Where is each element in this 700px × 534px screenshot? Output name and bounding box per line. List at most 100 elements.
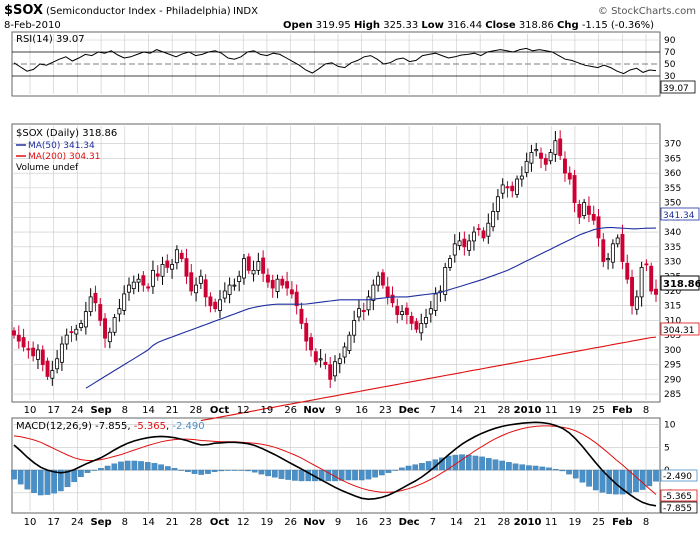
candle-body [491, 211, 496, 228]
candle-body [347, 334, 352, 351]
macd-histogram-bar [17, 469, 24, 485]
macd-histogram-bar [606, 469, 613, 494]
macd-line-badge: -7.855 [660, 501, 698, 514]
x-axis-label-bottom: 21 [166, 517, 179, 528]
x-axis-label-top: 12 [237, 405, 250, 416]
x-axis-label-top: Sep [90, 405, 111, 416]
macd-histogram-bar [164, 466, 171, 471]
x-axis-label-bottom: 28 [189, 517, 202, 528]
candle-body [356, 308, 361, 318]
macd-histogram-bar [546, 467, 552, 471]
macd-line [13, 421, 657, 507]
candle-body [285, 281, 290, 289]
candle-body [400, 311, 405, 315]
x-axis-label-top: 8 [643, 405, 649, 416]
candle-body [117, 308, 122, 315]
candle-body [534, 149, 539, 152]
candle-body [395, 305, 400, 315]
candle-body [625, 262, 630, 280]
macd-histogram-bar [178, 469, 185, 471]
rsi-line [13, 47, 657, 75]
macd-histogram-bar [425, 461, 432, 471]
x-axis-label-bottom: 19 [569, 517, 582, 528]
open-value: 319.95 [316, 20, 351, 31]
candle-body [596, 216, 601, 239]
x-axis-label-bottom: 8 [122, 517, 128, 528]
candle-body [136, 278, 141, 283]
candle-body [40, 349, 45, 366]
macd-histogram-bar [512, 463, 519, 471]
candle-body [208, 296, 213, 307]
macd-histogram-bar [639, 469, 646, 490]
candle-body [563, 158, 567, 174]
macd-histogram-bar [653, 469, 659, 482]
candle-body [98, 304, 103, 321]
candle-body [558, 138, 563, 156]
candle-body [543, 158, 548, 165]
candle-body [83, 311, 88, 328]
candle-body [342, 346, 347, 358]
candle-body [179, 252, 184, 259]
macd-histogram-bar [492, 459, 499, 471]
rsi-tick-label: 70 [664, 48, 676, 58]
candle-body [586, 205, 591, 215]
chart-symbol: $SOX [4, 3, 43, 18]
macd-histogram-bar [91, 469, 98, 471]
x-axis-label-top: Dec [399, 405, 420, 416]
candle-body [654, 288, 658, 295]
macd-histogram-bar [479, 456, 485, 471]
candle-body [428, 308, 433, 315]
x-axis-label-top: 7 [430, 405, 436, 416]
macd-histogram-bar [124, 460, 131, 471]
macd-histogram-bar [392, 469, 399, 471]
x-axis-label-top: 19 [569, 405, 582, 416]
candle-body [495, 196, 500, 212]
candle-body [304, 322, 309, 342]
candle-body [218, 299, 222, 311]
candle-body [59, 343, 64, 363]
macd-histogram-bar [98, 468, 104, 471]
macd-histogram-bar [251, 469, 258, 473]
macd-histogram-bar [205, 469, 211, 474]
x-axis-label-bottom: 14 [450, 517, 463, 528]
macd-histogram-bar [566, 469, 572, 475]
macd-legend: MACD(12,26,9) -7.855, -5.365, -2.490 [16, 421, 205, 432]
rsi-tick-label: 50 [664, 60, 676, 70]
candle-body [227, 284, 232, 295]
macd-histogram-bar [218, 469, 225, 472]
candle-body [93, 292, 98, 304]
candle-body [323, 361, 328, 366]
chg-value: -1.15 (-0.36%) [582, 20, 654, 31]
macd-histogram-bar [539, 466, 546, 471]
candle-body [141, 275, 146, 286]
candle-body [16, 334, 21, 342]
candle-body [318, 358, 323, 361]
macd-histogram-bar [225, 469, 231, 471]
candle-body [630, 277, 635, 307]
macd-signal-badge-text: -5.365 [663, 492, 692, 502]
candle-body [361, 310, 366, 313]
candle-body [160, 264, 165, 277]
macd-legend-hist: -2.490 [172, 421, 204, 432]
x-axis-label-top: 14 [450, 405, 463, 416]
macd-histogram-bar [131, 460, 138, 471]
x-axis-label-bottom: 28 [497, 517, 510, 528]
x-axis-label-top: 26 [284, 405, 297, 416]
macd-histogram-bar [298, 469, 305, 482]
macd-histogram-bar [378, 469, 385, 476]
macd-line-badge-text: -7.855 [663, 504, 692, 514]
rsi-legend: RSI(14) 39.07 [16, 34, 85, 45]
x-axis-label-top: Nov [303, 405, 325, 416]
low-label: Low [421, 20, 443, 31]
macd-histogram-bar [24, 469, 31, 490]
candle-body [69, 331, 74, 334]
candle-body [452, 243, 457, 256]
macd-histogram-bar [506, 462, 512, 471]
candle-body [313, 351, 318, 363]
x-axis-label-bottom: 2010 [514, 517, 542, 528]
close-value: 318.86 [519, 20, 554, 31]
macd-histogram-bar [526, 465, 532, 471]
candle-body [88, 296, 93, 313]
x-axis-label-bottom: Oct [210, 517, 229, 528]
